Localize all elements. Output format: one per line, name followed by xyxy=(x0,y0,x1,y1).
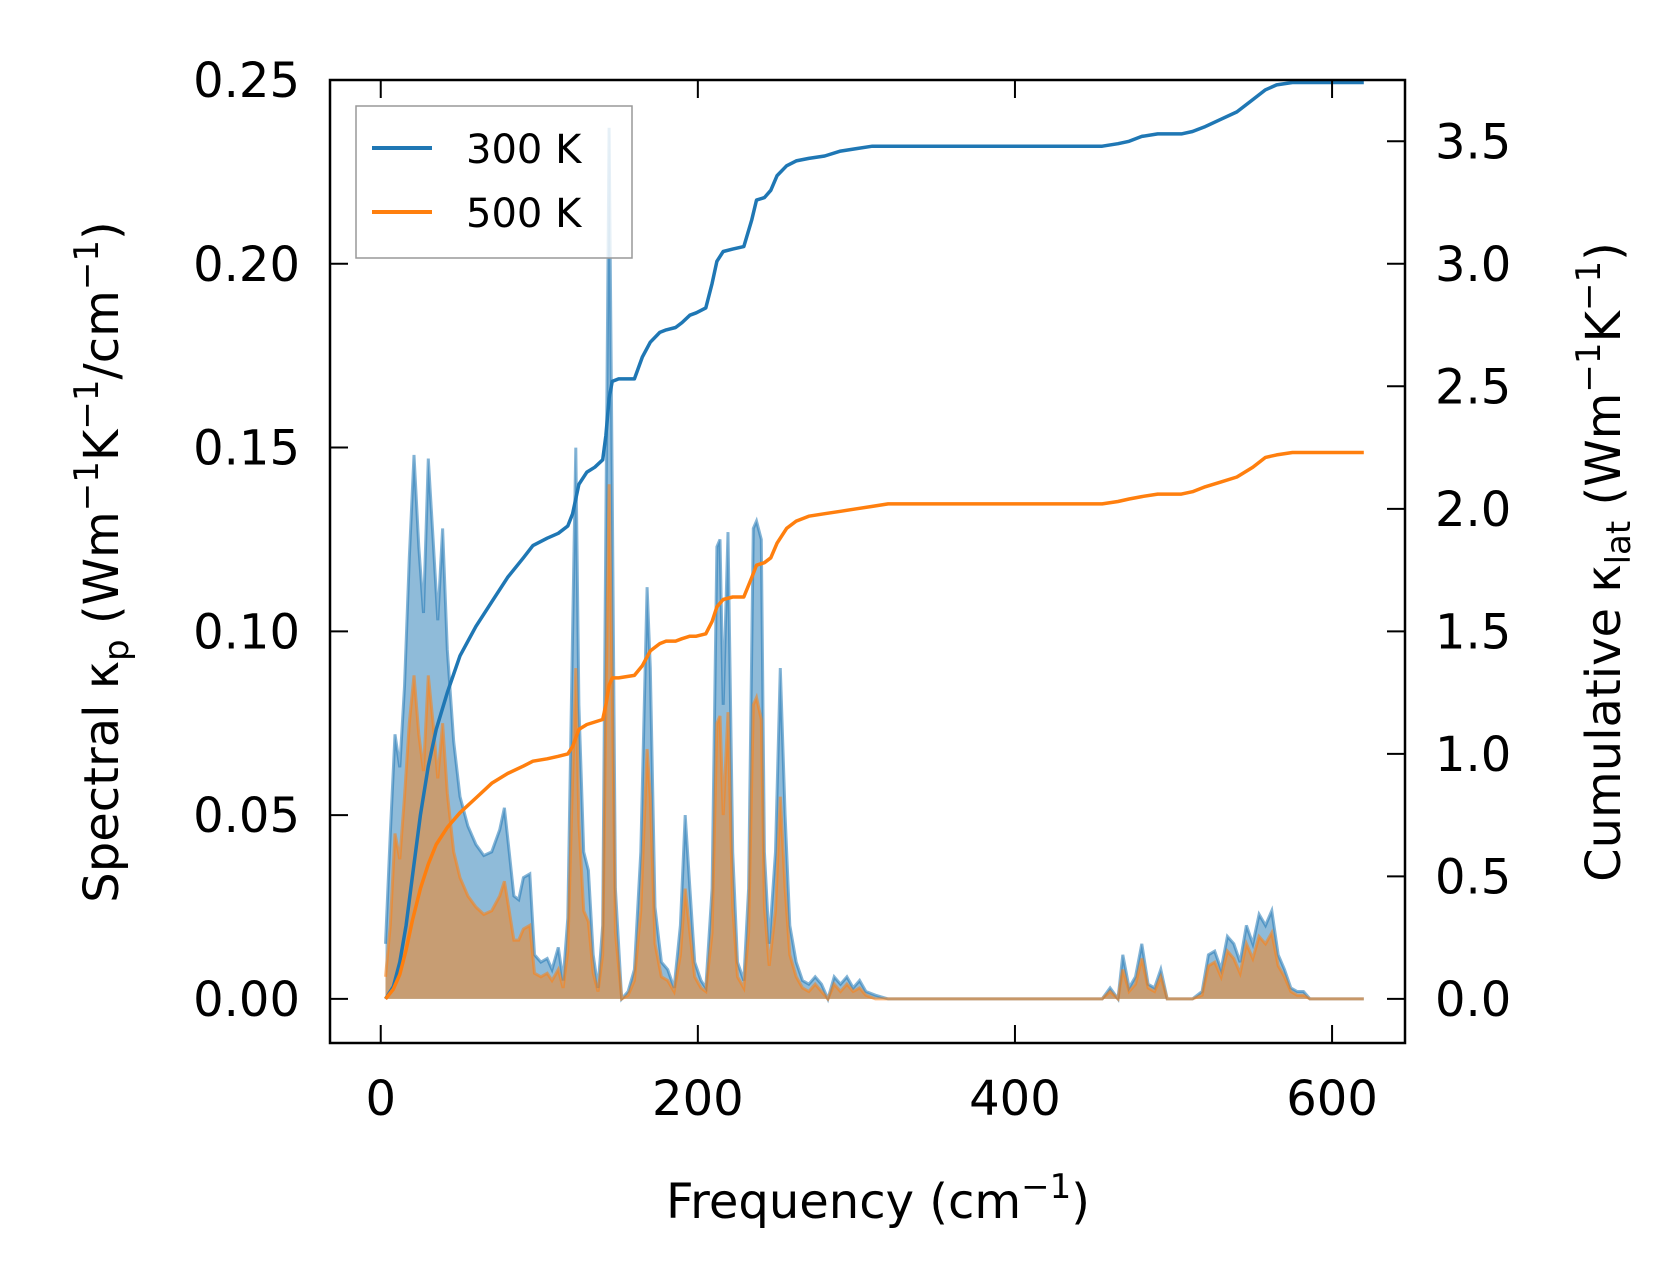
legend-label-500k: 500 K xyxy=(466,191,583,237)
cumulative-lines xyxy=(384,80,1364,1000)
y-left-tick-label: 0.20 xyxy=(193,237,300,293)
x-axis-label: Frequency (cm−1) xyxy=(666,1167,1090,1230)
x-tick-label: 200 xyxy=(652,1071,744,1127)
y-right-tick-label: 0.5 xyxy=(1435,849,1511,905)
x-tick-label: 600 xyxy=(1286,1071,1378,1127)
spectral-fill-500k xyxy=(385,484,1364,999)
y-right-tick-label: 2.0 xyxy=(1435,482,1511,538)
spectral-line-500k xyxy=(384,484,1364,1002)
plot-area xyxy=(384,80,1364,1004)
y-right-tick-label: 3.0 xyxy=(1435,237,1511,293)
y-right-tick-label: 1.0 xyxy=(1435,727,1511,783)
x-tick-label: 400 xyxy=(969,1071,1061,1127)
y-left-tick-label: 0.10 xyxy=(193,604,300,660)
x-tick-label: 0 xyxy=(365,1071,396,1127)
spectral-fill-300k xyxy=(385,127,1364,999)
y-right-tick-label: 0.0 xyxy=(1435,972,1511,1028)
spectral-lines xyxy=(384,127,1364,1004)
y-left-tick-label: 0.00 xyxy=(193,972,300,1028)
axis-tick-labels: 0 200 400 600 0.00 0.05 0.10 0.15 0.20 0.25 0.0 0.5… xyxy=(193,53,1511,1127)
spectral-fills xyxy=(385,127,1364,999)
axes-frame xyxy=(328,78,1407,1045)
y-right-tick-label: 1.5 xyxy=(1435,604,1511,660)
y-axis-right-label: Cumulative κlat (Wm−1K−1) xyxy=(1569,242,1639,882)
y-axis-left-label: Spectral κp (Wm−1K−1/cm−1) xyxy=(67,221,137,902)
cumulative-line-500k xyxy=(384,450,1364,1000)
y-right-tick-label: 2.5 xyxy=(1435,359,1511,415)
y-left-tick-label: 0.15 xyxy=(193,421,300,477)
cumulative-line-300k xyxy=(384,80,1364,1000)
legend-box xyxy=(355,105,633,259)
y-left-tick-label: 0.05 xyxy=(193,788,300,844)
axis-ticks xyxy=(330,79,1405,1043)
y-right-tick-label: 3.5 xyxy=(1435,114,1511,170)
legend-label-300k: 300 K xyxy=(466,127,583,173)
legend: 300 K 500 K xyxy=(355,105,633,259)
y-left-tick-label: 0.25 xyxy=(193,53,300,109)
